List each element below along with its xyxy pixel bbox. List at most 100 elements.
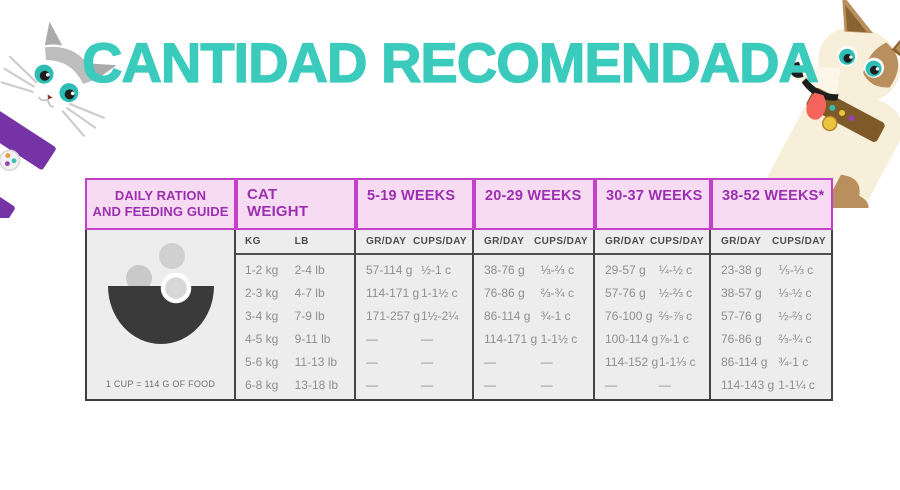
cell-cups-per-day: ⅓-½ c [778, 285, 812, 300]
table-row: — — [474, 351, 593, 374]
subheader-row: GR/DAY CUPS/DAY [595, 230, 709, 255]
cell-cups-per-day: ⅔-¾ c [540, 285, 574, 300]
cups-per-day-label: CUPS/DAY [772, 236, 826, 247]
cell-grams-per-day: 114-152 g [605, 355, 659, 370]
grams-per-day-label: GR/DAY [484, 236, 525, 247]
table-row: 57-76 g ½-⅔ c [595, 281, 709, 304]
week-column-20-29: 20-29 WEEKS GR/DAY CUPS/DAY 38-76 g ⅓-⅔ c 76-… [474, 178, 595, 401]
week-column-38-52-header: 38-52 WEEKS* [711, 178, 833, 230]
cell-lb: 4-7 lb [294, 285, 325, 300]
cups-per-day-label: CUPS/DAY [413, 236, 467, 247]
cell-cups-per-day: 1-1¼ c [778, 378, 815, 393]
weight-header-line1: CAT [247, 186, 278, 203]
cell-grams-per-day: 23-38 g [721, 262, 762, 277]
cell-cups-per-day: ½-⅔ c [778, 308, 812, 323]
cell-grams-per-day: — [366, 355, 378, 370]
cell-cups-per-day: — [658, 378, 671, 393]
table-row: 29-57 g ¼-½ c [595, 258, 709, 281]
cell-lb: 9-11 lb [294, 332, 331, 347]
cell-grams-per-day: — [366, 378, 378, 393]
cell-kg: 4-5 kg [245, 332, 279, 347]
cell-grams-per-day: 29-57 g [605, 262, 646, 277]
table-row: 76-86 g ⅔-¾ c [474, 281, 593, 304]
cell-cups-per-day: 1-1⅓ c [658, 355, 696, 370]
week-header-label: 30-37 WEEKS [606, 188, 703, 204]
subheader-row: KG LB [236, 230, 354, 255]
week-header-label: 5-19 WEEKS [367, 188, 456, 204]
cell-cups-per-day: ½-1 c [420, 262, 451, 277]
cell-grams-per-day: 76-100 g [605, 308, 653, 323]
cell-grams-per-day: — [484, 378, 496, 393]
table-row: 171-257 g 1½-2¼ [356, 304, 472, 327]
guide-header-line1: DAILY RATION [114, 188, 207, 204]
kg-label: KG [245, 236, 261, 247]
table-row: 86-114 g ¾-1 c [711, 351, 831, 374]
cell-cups-per-day: ⅓-⅔ c [540, 262, 574, 277]
cell-kg: 5-6 kg [245, 355, 279, 370]
table-row: 1-2 kg 2-4 lb [236, 258, 354, 281]
cat-weight-column-body: KG LB 1-2 kg 2-4 lb 2-3 kg 4-7 lb 3-4 kg 7-9 lb… [236, 230, 356, 401]
guide-body: 1 CUP = 114 G OF FOOD [85, 230, 236, 401]
cell-grams-per-day: 57-114 g [366, 262, 413, 277]
subheader-row: GR/DAY CUPS/DAY [474, 230, 593, 255]
cell-cups-per-day: — [540, 355, 553, 370]
cell-cups-per-day: 1½-2¼ [420, 308, 459, 323]
cell-grams-per-day: 86-114 g [721, 355, 768, 370]
cat-weight-column-rows: 1-2 kg 2-4 lb 2-3 kg 4-7 lb 3-4 kg 7-9 lb 4-5 … [236, 255, 354, 399]
cell-lb: 13-18 lb [294, 378, 338, 393]
week-column-5-19-body: GR/DAY CUPS/DAY 57-114 g ½-1 c 114-171 g 1-1½… [356, 230, 474, 401]
cat-weight-column: CAT WEIGHT KG LB 1-2 kg 2-4 lb 2-3 kg 4-7 lb 3-4… [236, 178, 356, 401]
table-row: 114-171 g 1-1½ c [474, 328, 593, 351]
cell-kg: 3-4 kg [245, 308, 279, 323]
table-row: — — [356, 374, 472, 397]
table-row: — — [474, 374, 593, 397]
week-column-20-29-body: GR/DAY CUPS/DAY 38-76 g ⅓-⅔ c 76-86 g ⅔-¾ c 86… [474, 230, 595, 401]
cell-kg: 2-3 kg [245, 285, 279, 300]
week-column-30-37-header: 30-37 WEEKS [595, 178, 711, 230]
table-row: 38-57 g ⅓-½ c [711, 281, 831, 304]
cell-grams-per-day: 57-76 g [721, 308, 762, 323]
cell-cups-per-day: ⅕-⅓ c [778, 262, 814, 277]
grams-per-day-label: GR/DAY [366, 236, 407, 247]
guide-header-line2: AND FEEDING GUIDE [92, 204, 229, 219]
table-row: 76-100 g ⅔-⅞ c [595, 304, 709, 327]
subheader-row: GR/DAY CUPS/DAY [711, 230, 831, 255]
cell-cups-per-day: — [420, 378, 433, 393]
week-header-label: 20-29 WEEKS [485, 188, 582, 204]
cell-grams-per-day: — [484, 355, 496, 370]
cell-grams-per-day: 114-171 g [366, 285, 420, 300]
cell-kg: 6-8 kg [245, 378, 279, 393]
table-row: 57-114 g ½-1 c [356, 258, 472, 281]
week-column-30-37: 30-37 WEEKS GR/DAY CUPS/DAY 29-57 g ¼-½ c 57-… [595, 178, 711, 401]
cell-grams-per-day: 76-86 g [721, 332, 762, 347]
cups-per-day-label: CUPS/DAY [650, 236, 704, 247]
week-column-5-19-header: 5-19 WEEKS [356, 178, 474, 230]
cell-cups-per-day: ½-⅔ c [658, 285, 693, 300]
week-column-30-37-body: GR/DAY CUPS/DAY 29-57 g ¼-½ c 57-76 g ½-⅔ c 76… [595, 230, 711, 401]
table-row: 57-76 g ½-⅔ c [711, 304, 831, 327]
cell-grams-per-day: 114-171 g [484, 332, 538, 347]
table-row: — — [356, 328, 472, 351]
table-row: 114-152 g 1-1⅓ c [595, 351, 709, 374]
food-bowl-icon [107, 243, 214, 344]
table-row: 76-86 g ⅔-¾ c [711, 328, 831, 351]
cell-grams-per-day: 171-257 g [366, 308, 421, 323]
week-column-20-29-rows: 38-76 g ⅓-⅔ c 76-86 g ⅔-¾ c 86-114 g ¾-1 c 114… [474, 255, 593, 399]
week-column-38-52: 38-52 WEEKS* GR/DAY CUPS/DAY 23-38 g ⅕-⅓ c 38… [711, 178, 833, 401]
cell-grams-per-day: 57-76 g [605, 285, 646, 300]
table-row: 3-4 kg 7-9 lb [236, 304, 354, 327]
grams-per-day-label: GR/DAY [605, 236, 646, 247]
cell-grams-per-day: 38-57 g [721, 285, 762, 300]
table-row: 114-143 g 1-1¼ c [711, 374, 831, 397]
week-column-5-19-rows: 57-114 g ½-1 c 114-171 g 1-1½ c 171-257 g 1½-… [356, 255, 472, 399]
cell-lb: 7-9 lb [294, 308, 325, 323]
cell-cups-per-day: ⅔-⅞ c [658, 308, 693, 323]
week-column-38-52-rows: 23-38 g ⅕-⅓ c 38-57 g ⅓-½ c 57-76 g ½-⅔ c 76-8… [711, 255, 831, 399]
table-row: 2-3 kg 4-7 lb [236, 281, 354, 304]
cell-lb: 2-4 lb [294, 262, 325, 277]
subheader-row: GR/DAY CUPS/DAY [356, 230, 472, 255]
table-row: 5-6 kg 11-13 lb [236, 351, 354, 374]
cell-grams-per-day: 86-114 g [484, 308, 531, 323]
week-header-label: 38-52 WEEKS* [722, 188, 825, 204]
table-row: — — [356, 351, 472, 374]
